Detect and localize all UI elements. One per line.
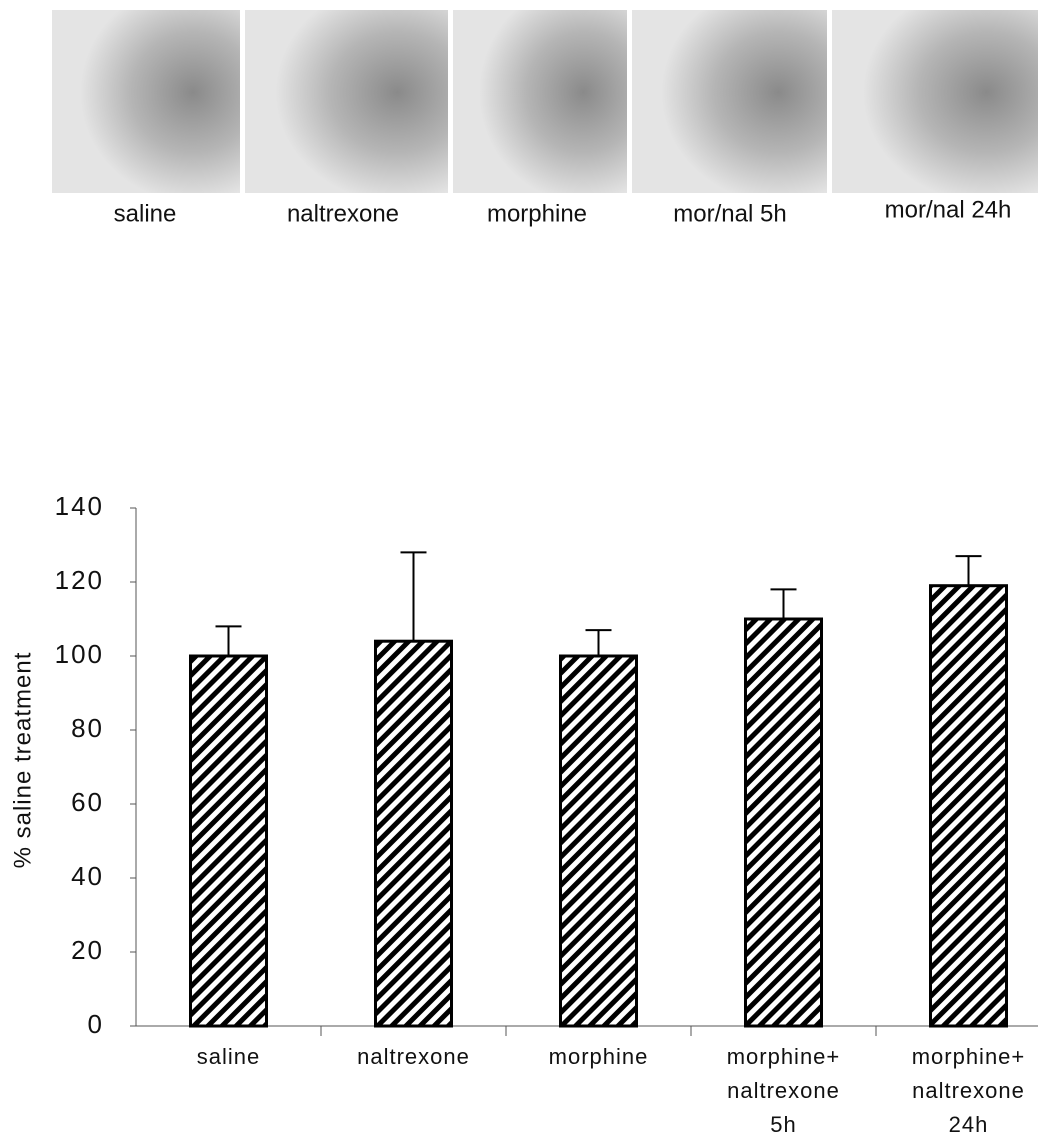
brain-section-image [632, 10, 827, 193]
y-tick-label: 80 [71, 713, 104, 743]
bar [191, 656, 267, 1026]
x-tick-label: saline [139, 1040, 319, 1074]
x-tick-label: morphine+ naltrexone 24h [879, 1040, 1038, 1137]
bar [931, 586, 1007, 1026]
bar [376, 641, 452, 1026]
x-tick-label: naltrexone [324, 1040, 504, 1074]
image-label: mor/nal 5h [673, 200, 786, 227]
image-panels [52, 10, 1038, 193]
y-tick-label: 140 [55, 491, 104, 521]
bar [561, 656, 637, 1026]
brain-section-image [245, 10, 448, 193]
y-tick-label: 120 [55, 565, 104, 595]
brain-section-image [832, 10, 1038, 193]
bar [746, 619, 822, 1026]
brain-section-image [52, 10, 240, 193]
y-tick-label: 40 [71, 861, 104, 891]
image-label: saline [114, 200, 177, 227]
y-tick-label: 20 [71, 935, 104, 965]
y-tick-label: 60 [71, 787, 104, 817]
x-tick-label: morphine [509, 1040, 689, 1074]
brain-section-image [453, 10, 627, 193]
x-tick-label: morphine+ naltrexone 5h [694, 1040, 874, 1137]
figure: saline naltrexone morphine mor/nal 5h mo… [0, 0, 1038, 1137]
y-tick-label: 0 [88, 1009, 104, 1039]
image-label: mor/nal 24h [885, 196, 1012, 223]
image-label: morphine [487, 200, 587, 227]
y-tick-label: 100 [55, 639, 104, 669]
image-label: naltrexone [287, 200, 399, 227]
page: {"image_labels": ["saline", "naltrexone"… [0, 0, 1038, 1137]
y-axis-label: % saline treatment [9, 652, 36, 869]
